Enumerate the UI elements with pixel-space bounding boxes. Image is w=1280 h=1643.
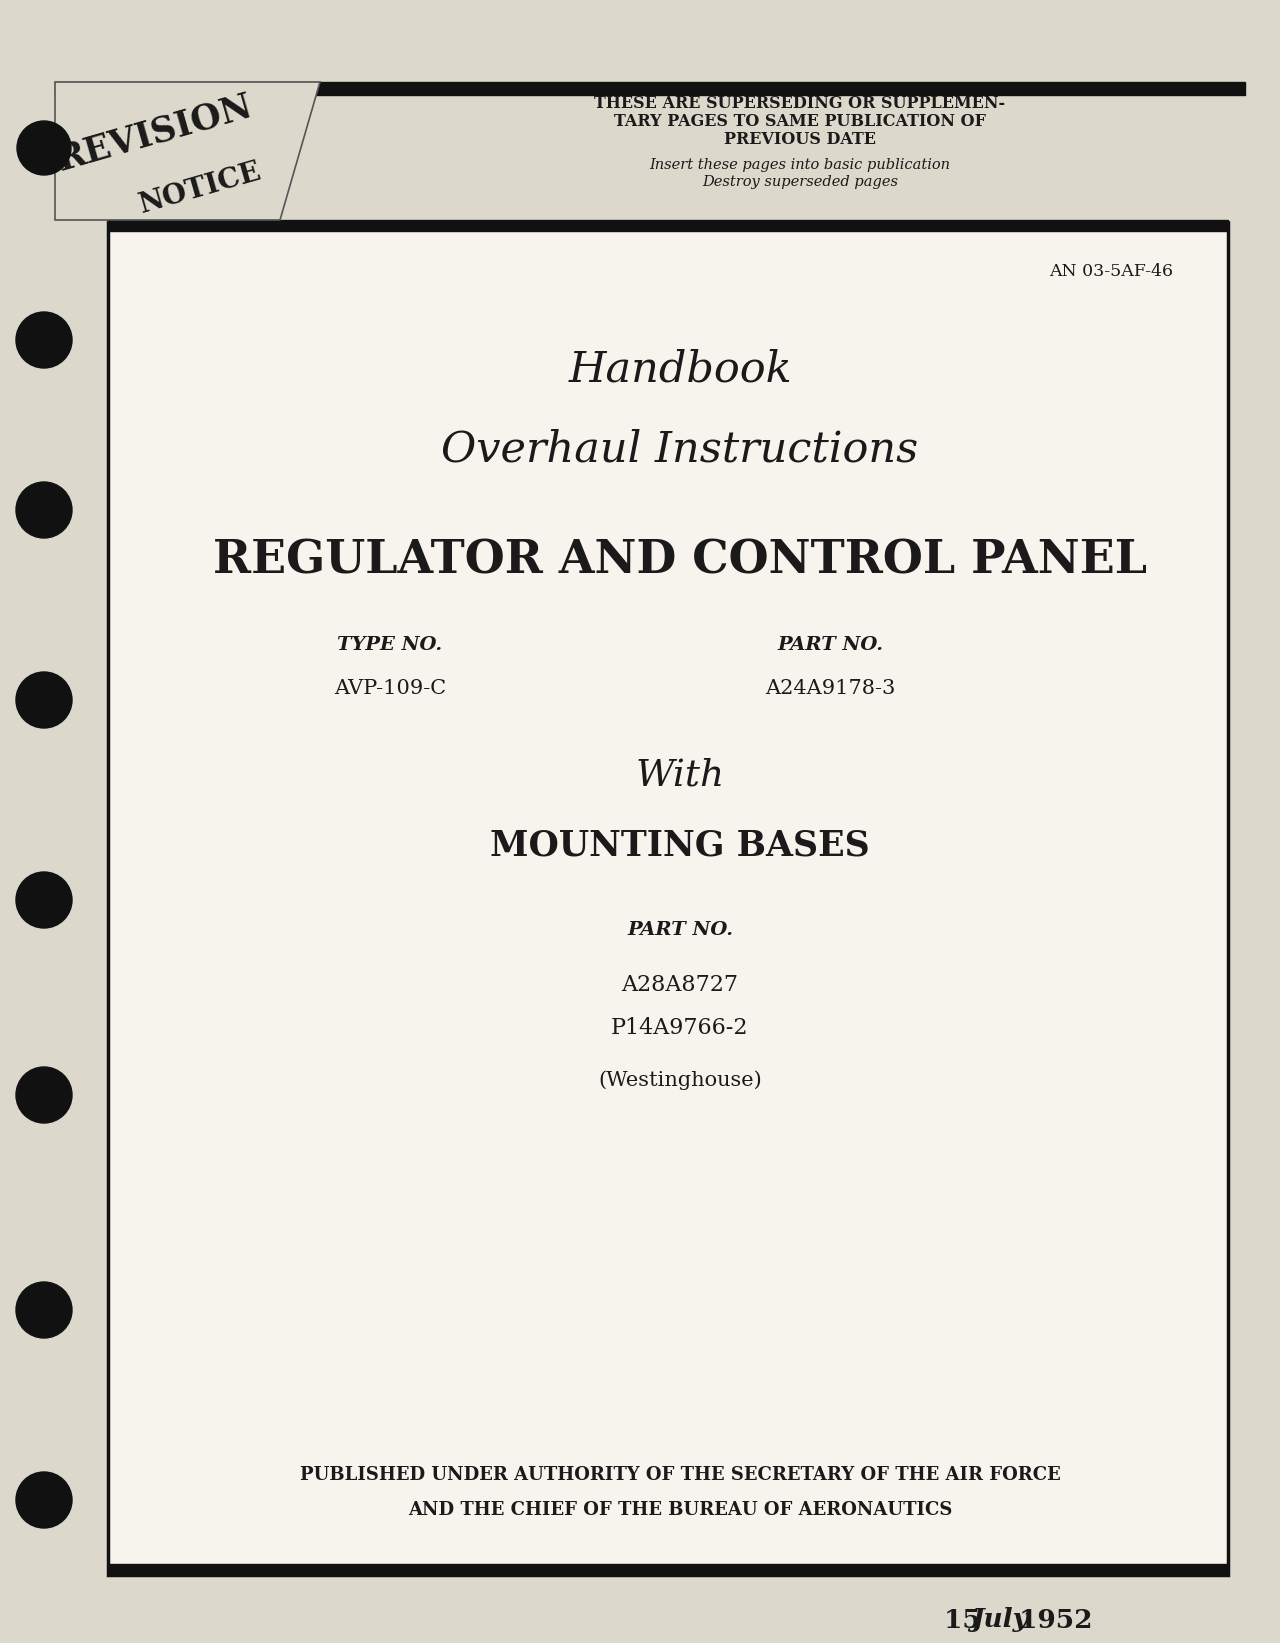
- Text: MOUNTING BASES: MOUNTING BASES: [490, 828, 870, 863]
- Text: Handbook: Handbook: [568, 348, 792, 391]
- Circle shape: [15, 672, 72, 728]
- Circle shape: [15, 481, 72, 537]
- Polygon shape: [55, 82, 320, 220]
- Text: PART NO.: PART NO.: [627, 922, 733, 940]
- Text: 1952: 1952: [1010, 1607, 1093, 1633]
- Circle shape: [15, 1472, 72, 1528]
- Text: PREVIOUS DATE: PREVIOUS DATE: [724, 130, 876, 148]
- Text: July: July: [972, 1607, 1029, 1633]
- Text: Destroy superseded pages: Destroy superseded pages: [701, 176, 899, 189]
- Circle shape: [15, 872, 72, 928]
- Bar: [108, 1564, 1228, 1576]
- Circle shape: [15, 312, 72, 368]
- Circle shape: [15, 1282, 72, 1337]
- Text: P14A9766-2: P14A9766-2: [612, 1017, 749, 1038]
- Bar: [108, 220, 1228, 232]
- Text: 15: 15: [945, 1607, 989, 1633]
- Text: AN 03-5AF-46: AN 03-5AF-46: [1050, 263, 1172, 281]
- Text: THESE ARE SUPERSEDING OR SUPPLEMEN-: THESE ARE SUPERSEDING OR SUPPLEMEN-: [594, 95, 1006, 112]
- Text: PUBLISHED UNDER AUTHORITY OF THE SECRETARY OF THE AIR FORCE: PUBLISHED UNDER AUTHORITY OF THE SECRETA…: [300, 1466, 1060, 1484]
- Circle shape: [17, 122, 70, 176]
- Bar: [108, 220, 1228, 1576]
- Text: PART NO.: PART NO.: [777, 636, 883, 654]
- Text: Overhaul Instructions: Overhaul Instructions: [442, 429, 919, 472]
- Circle shape: [15, 1066, 72, 1124]
- Text: With: With: [635, 757, 724, 794]
- Text: REVISION: REVISION: [54, 89, 257, 177]
- Text: TARY PAGES TO SAME PUBLICATION OF: TARY PAGES TO SAME PUBLICATION OF: [614, 112, 986, 130]
- Text: NOTICE: NOTICE: [136, 158, 265, 219]
- Text: AND THE CHIEF OF THE BUREAU OF AERONAUTICS: AND THE CHIEF OF THE BUREAU OF AERONAUTI…: [408, 1502, 952, 1520]
- Text: A24A9178-3: A24A9178-3: [765, 679, 895, 698]
- Text: TYPE NO.: TYPE NO.: [338, 636, 443, 654]
- Text: AVP-109-C: AVP-109-C: [334, 679, 445, 698]
- Bar: [0, 0, 1280, 220]
- Text: Insert these pages into basic publication: Insert these pages into basic publicatio…: [649, 158, 951, 173]
- Text: REGULATOR AND CONTROL PANEL: REGULATOR AND CONTROL PANEL: [212, 537, 1147, 583]
- Bar: [55, 82, 1245, 95]
- Text: (Westinghouse): (Westinghouse): [598, 1070, 762, 1089]
- Text: A28A8727: A28A8727: [622, 974, 739, 996]
